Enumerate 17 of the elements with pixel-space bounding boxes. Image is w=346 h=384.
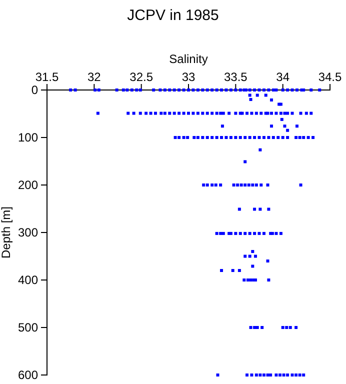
y-tick-label: 500 <box>18 320 38 334</box>
x-tick-label: 34.5 <box>318 70 342 84</box>
x-axis-title: Salinity <box>169 52 208 66</box>
y-tick-label: 400 <box>18 272 38 287</box>
y-axis-title: Depth [m] <box>0 206 13 259</box>
x-tick-label: 33.5 <box>224 70 248 84</box>
x-tick-label: 32.5 <box>130 70 154 84</box>
y-tick-label: 300 <box>18 225 38 240</box>
x-tick-label: 33 <box>182 70 196 84</box>
y-tick-label: 100 <box>18 130 38 144</box>
x-tick-label: 32 <box>87 70 102 84</box>
x-tick-label: 34 <box>276 70 290 84</box>
y-tick-label: 600 <box>18 368 38 382</box>
y-tick-label: 200 <box>18 178 38 192</box>
chart-title: JCPV in 1985 <box>127 7 219 24</box>
y-tick-label: 0 <box>31 82 38 97</box>
x-tick-label: 31.5 <box>35 70 59 84</box>
